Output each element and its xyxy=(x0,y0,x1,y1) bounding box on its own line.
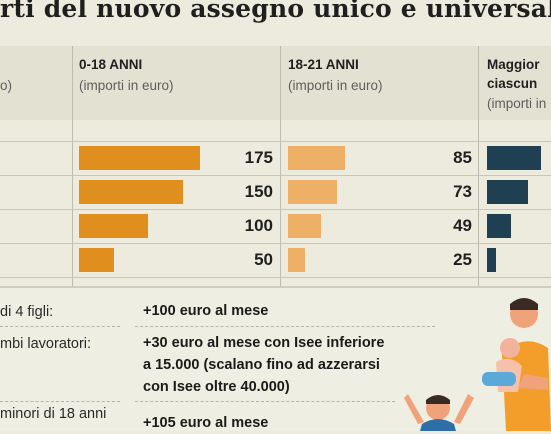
label-18-21-2: 49 xyxy=(453,216,472,235)
adult-arm xyxy=(518,374,548,390)
label-0-18-3: 50 xyxy=(254,250,273,269)
col3-head2: ciascun xyxy=(487,76,538,91)
row2-right-2: a 15.000 (scalano fino ad azzerarsi xyxy=(143,357,380,373)
dash-2b xyxy=(135,401,395,403)
dash-2a xyxy=(0,401,120,403)
row-line-3 xyxy=(0,209,551,210)
row1-right: +100 euro al mese xyxy=(143,303,269,319)
adult-hair xyxy=(510,298,538,310)
bar-maggior-1 xyxy=(487,180,528,204)
baby-head xyxy=(500,338,520,358)
label-0-18-1: 150 xyxy=(244,182,273,201)
child-arm-left xyxy=(404,394,424,424)
divider-2 xyxy=(280,46,281,286)
col1-head: 0-18 ANNI xyxy=(79,57,143,72)
bar-maggior-0 xyxy=(487,146,541,170)
family-illustration xyxy=(404,298,551,431)
row-line-5 xyxy=(0,277,551,278)
dash-1b xyxy=(135,326,435,328)
label-18-21-0: 85 xyxy=(453,148,472,167)
page-title: rti del nuovo assegno unico e universale xyxy=(0,0,551,23)
col1-sub: (importi in euro) xyxy=(79,78,174,93)
bar-maggior-3 xyxy=(487,248,497,272)
table-header xyxy=(0,46,551,120)
divider-3 xyxy=(478,46,479,286)
section-separator xyxy=(0,286,551,288)
label-0-18-2: 100 xyxy=(244,216,273,235)
row-line-1 xyxy=(0,141,551,142)
bar-0-18-3 xyxy=(79,248,114,272)
bar-18-21-2 xyxy=(288,214,321,238)
row3-right: +105 euro al mese xyxy=(143,415,269,431)
row3-left: minori di 18 anni xyxy=(0,406,107,422)
bottle xyxy=(482,372,516,386)
child-arm-right xyxy=(454,394,474,424)
bar-0-18-1 xyxy=(79,180,183,204)
label-0-18-0: 175 xyxy=(244,148,273,167)
col3-head: Maggior xyxy=(487,57,540,72)
bar-18-21-1 xyxy=(288,180,337,204)
child-hair xyxy=(426,395,450,404)
label-18-21-3: 25 xyxy=(453,250,472,269)
row2-left: mbi lavoratori: xyxy=(0,336,92,352)
bar-0-18-2 xyxy=(79,214,149,238)
divider-1 xyxy=(72,46,73,286)
row-line-2 xyxy=(0,175,551,176)
supplements-section xyxy=(0,288,551,431)
child-shirt xyxy=(420,419,456,431)
bar-18-21-0 xyxy=(288,146,345,170)
row-line-4 xyxy=(0,243,551,244)
col3-sub: (importi in xyxy=(487,96,547,111)
label-18-21-1: 73 xyxy=(453,182,472,201)
row2-right-3: con Isee oltre 40.000) xyxy=(143,379,290,395)
bar-maggior-2 xyxy=(487,214,512,238)
col0-sub: o) xyxy=(0,78,13,93)
dash-1a xyxy=(0,326,120,328)
bar-18-21-3 xyxy=(288,248,305,272)
bar-0-18-0 xyxy=(79,146,200,170)
col2-sub: (importi in euro) xyxy=(288,78,383,93)
row2-right-1: +30 euro al mese con Isee inferiore xyxy=(143,335,385,351)
row1-left: di 4 figli: xyxy=(0,304,54,320)
col2-head: 18-21 ANNI xyxy=(288,57,359,72)
